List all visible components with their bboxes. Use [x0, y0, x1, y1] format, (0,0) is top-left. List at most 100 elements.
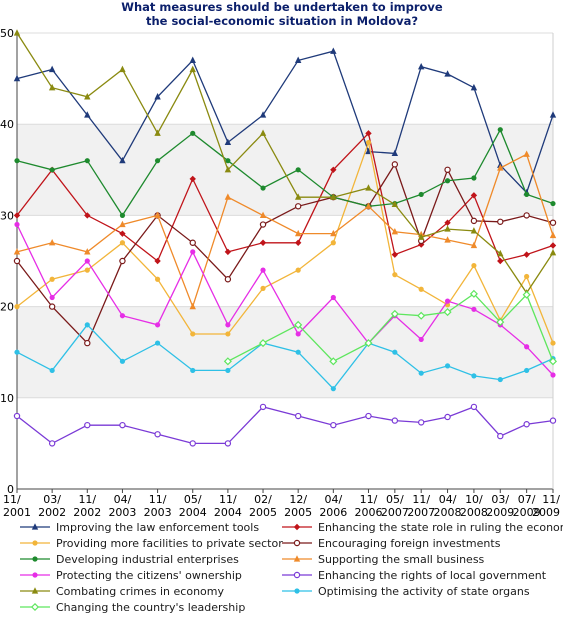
legend-swatch-marker [32, 556, 38, 562]
data-point [470, 241, 478, 249]
legend-item: Developing industrial enterprises [20, 553, 239, 566]
data-point [84, 111, 91, 118]
data-point [260, 285, 266, 291]
x-tick-label: 11/2007 [407, 493, 435, 519]
legend-swatch-marker [293, 523, 301, 531]
data-point [470, 217, 478, 225]
series-3 [14, 139, 556, 346]
series-group [13, 29, 558, 447]
data-point [523, 251, 530, 258]
series-line [16, 406, 554, 445]
data-point [224, 193, 232, 200]
data-point [260, 185, 266, 191]
x-tick-label: 11/2001 [3, 493, 31, 519]
data-point [259, 239, 267, 246]
x-tick-label: 05/2007 [381, 493, 409, 519]
x-tick-label: 04/2006 [319, 493, 347, 519]
data-point [258, 339, 268, 348]
data-point [259, 129, 267, 136]
series-line [16, 224, 554, 376]
chart-title-line: What measures should be undertaken to im… [121, 0, 443, 14]
data-point [365, 184, 372, 191]
legend-label: Changing the country's leadership [56, 601, 245, 614]
y-tick-label: 0 [7, 483, 14, 496]
data-point [417, 62, 425, 70]
data-point [444, 413, 451, 421]
x-tick-label: 11/2003 [144, 493, 172, 519]
data-point [418, 370, 424, 376]
data-point [224, 166, 232, 173]
data-point [417, 311, 426, 320]
series-line [16, 32, 554, 295]
data-point [189, 239, 196, 246]
data-point [522, 290, 531, 299]
legend-item: Enhancing the rights of local government [282, 569, 547, 582]
legend-item: Optimising the activity of state organs [282, 585, 530, 598]
data-point [391, 417, 399, 424]
x-tick-label: 10/2008 [460, 493, 488, 519]
data-point [225, 367, 231, 374]
data-point [392, 272, 398, 278]
y-tick-label: 20 [0, 301, 14, 314]
data-point [524, 344, 530, 350]
legend-item: Enhancing the state role in ruling the e… [282, 521, 563, 534]
data-point [84, 421, 91, 429]
data-point [14, 304, 20, 310]
x-tick-label: 12/2005 [284, 493, 312, 519]
x-tick-label: 04/2008 [434, 493, 462, 519]
data-point [294, 56, 302, 63]
legend-item: Changing the country's leadership [20, 601, 245, 614]
data-point [224, 440, 232, 447]
data-point [154, 158, 161, 164]
grid-band [17, 33, 553, 125]
data-point [48, 440, 56, 447]
data-point [225, 322, 231, 328]
data-point [496, 318, 505, 327]
data-point [497, 249, 504, 257]
x-tick-label: 11/2004 [214, 493, 242, 519]
series-6 [13, 150, 557, 310]
series-line [16, 50, 554, 194]
legend-swatch-marker [293, 571, 301, 579]
data-point [225, 331, 231, 337]
data-point [444, 219, 451, 226]
data-point [119, 257, 126, 265]
x-tick-label: 11/2002 [73, 493, 101, 519]
x-tick-label: 07/2009 [513, 493, 541, 519]
data-point [549, 111, 557, 118]
data-point [154, 93, 161, 100]
data-point [49, 367, 55, 374]
data-point [365, 130, 372, 137]
legend-swatch-marker [293, 539, 301, 547]
y-tick-label: 30 [0, 209, 14, 222]
data-point [84, 248, 91, 255]
data-point [390, 309, 399, 318]
data-point [154, 322, 161, 328]
data-point [190, 249, 196, 255]
data-point [49, 276, 55, 282]
series-10 [14, 322, 556, 392]
legend: Improving the law enforcement tools Enhan… [20, 521, 563, 614]
data-point [259, 403, 267, 411]
data-point [418, 191, 424, 198]
legend-label: Optimising the activity of state organs [318, 585, 530, 598]
data-point [392, 349, 398, 355]
data-point [550, 200, 556, 207]
chart-title: What measures should be undertaken to im… [121, 0, 443, 28]
legend-label: Encouraging foreign investments [318, 537, 501, 550]
y-tick-label: 50 [0, 27, 14, 40]
data-point [295, 167, 301, 173]
data-point [84, 212, 91, 219]
data-point [259, 221, 267, 228]
data-point [471, 175, 477, 181]
data-point [330, 193, 337, 200]
legend-label: Enhancing the rights of local government [318, 569, 547, 582]
data-point [13, 29, 21, 36]
data-point [497, 432, 504, 440]
data-point [190, 331, 196, 337]
legend-label: Improving the law enforcement tools [56, 521, 259, 534]
grid-band [17, 124, 553, 216]
chart-title-line: the social-economic situation in Moldova… [146, 14, 418, 28]
data-point [364, 339, 373, 348]
legend-item: Combating crimes in economy [20, 585, 224, 598]
